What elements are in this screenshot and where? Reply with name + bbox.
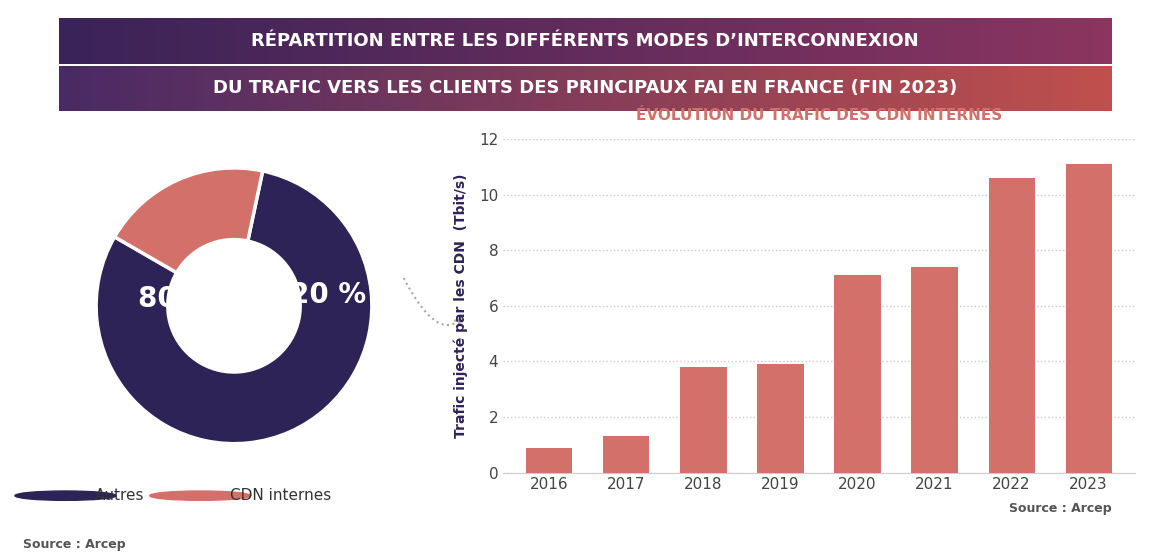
Wedge shape: [96, 171, 372, 444]
Wedge shape: [115, 168, 263, 272]
Bar: [680, 367, 727, 473]
Text: Source : Arcep: Source : Arcep: [1009, 502, 1112, 514]
Circle shape: [150, 491, 250, 500]
Bar: [911, 267, 958, 473]
Text: Autres: Autres: [95, 488, 145, 503]
Text: RÉPARTITION ENTRE LES DIFFÉRENTS MODES D’INTERCONNEXION: RÉPARTITION ENTRE LES DIFFÉRENTS MODES D…: [252, 32, 918, 50]
Bar: [834, 275, 881, 473]
Y-axis label: Trafic injecté par les CDN  (Tbit/s): Trafic injecté par les CDN (Tbit/s): [454, 173, 468, 438]
Bar: [526, 448, 572, 473]
Text: Source : Arcep: Source : Arcep: [23, 538, 126, 550]
Text: 80 %: 80 %: [138, 285, 214, 313]
Circle shape: [15, 491, 116, 500]
Text: CDN internes: CDN internes: [229, 488, 331, 503]
Bar: [1066, 164, 1112, 473]
Title: ÉVOLUTION DU TRAFIC DES CDN INTERNES: ÉVOLUTION DU TRAFIC DES CDN INTERNES: [635, 107, 1003, 122]
Bar: [757, 364, 804, 473]
Text: DU TRAFIC VERS LES CLIENTS DES PRINCIPAUX FAI EN FRANCE (FIN 2023): DU TRAFIC VERS LES CLIENTS DES PRINCIPAU…: [213, 80, 957, 97]
Text: 20 %: 20 %: [290, 281, 366, 309]
Bar: [604, 436, 649, 473]
Bar: [989, 178, 1034, 473]
